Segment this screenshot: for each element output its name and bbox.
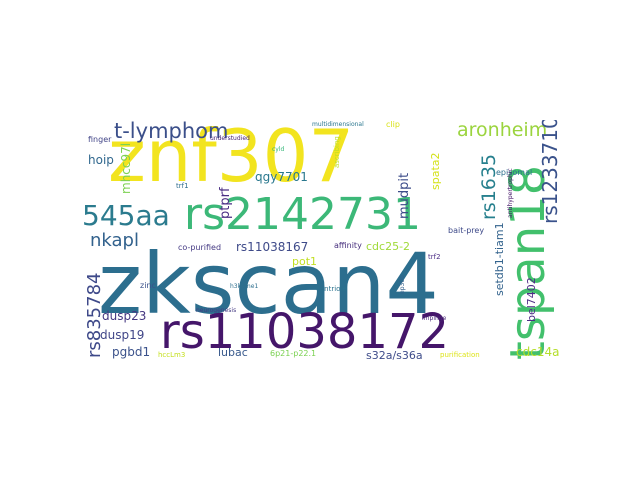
word-cloud: zkscan4 znf307 rs11038172 rs2142731 tspa… — [80, 120, 560, 360]
word-purification: purification — [440, 351, 480, 359]
word-pot1: pot1 — [292, 255, 318, 268]
word-impinge: impinge — [422, 315, 447, 322]
word-multidimensional: multidimensional — [312, 121, 364, 128]
word-cdc25-2: cdc25-2 — [366, 240, 411, 253]
word-mudpit: mudpit — [397, 172, 412, 219]
word-neurogenesis: neurogenesis — [196, 307, 237, 314]
word-centriole: centriole — [316, 285, 347, 293]
word-6p21-p22.1: 6p21-p22.1 — [270, 349, 317, 358]
word-cdc14a: cdc14a — [516, 345, 560, 359]
word-rs1635: rs1635 — [478, 153, 500, 220]
word-cyld: cyld — [272, 146, 285, 153]
word-pgbd1: pgbd1 — [112, 345, 151, 359]
word-rs11038172: rs11038172 — [160, 304, 450, 360]
word-bait-prey: bait-prey — [448, 226, 485, 235]
word-rs2142731: rs2142731 — [184, 189, 421, 240]
word-t-lymphom: t-lymphom — [114, 120, 229, 143]
word-spata2: spata2 — [429, 152, 442, 190]
word-dusp23: dusp23 — [102, 309, 147, 323]
word-rs1233710: rs1233710 — [538, 120, 560, 224]
word-h3k4me1: h3k4me1 — [230, 283, 259, 290]
word-dusp19: dusp19 — [100, 328, 145, 342]
word-co-purified: co-purified — [178, 243, 222, 252]
word-trf1: trf1 — [176, 182, 189, 190]
word-ascribing: ascribing — [333, 136, 341, 168]
word-ep300: ep300 — [399, 275, 406, 294]
word-lubac: lubac — [218, 346, 248, 359]
word-antihypertrophic: antihypertrophic — [507, 168, 514, 218]
word-episomal: episomal — [496, 168, 533, 177]
word-understudied: understudied — [210, 135, 250, 142]
word-mhcc97l: mhcc97l — [119, 142, 133, 194]
word-ptprf: ptprf — [218, 187, 233, 219]
word-setdb1-tiam1: setdb1-tiam1 — [493, 222, 506, 296]
word-hccLm3: hccLm3 — [158, 351, 186, 359]
word-nkapl: nkapl — [90, 230, 139, 251]
word-clip: clip — [386, 120, 400, 129]
word-finger: finger — [88, 135, 112, 144]
word-trf2: trf2 — [428, 253, 441, 261]
word-s32a-s36a: s32a/s36a — [366, 349, 423, 360]
word-bel7402: bel7402 — [525, 277, 538, 322]
word-hoip: hoip — [88, 153, 114, 167]
word-rs11038167: rs11038167 — [236, 240, 309, 254]
word-zkscan4: zkscan4 — [98, 235, 439, 333]
word-qgy7701: qgy7701 — [255, 170, 308, 184]
word-znf307: znf307 — [108, 120, 355, 198]
word-545aa: 545aa — [82, 199, 170, 232]
word-zinc: zinc — [140, 281, 156, 290]
word-aronheim: aronheim — [457, 120, 548, 141]
word-affinity: affinity — [334, 241, 362, 250]
